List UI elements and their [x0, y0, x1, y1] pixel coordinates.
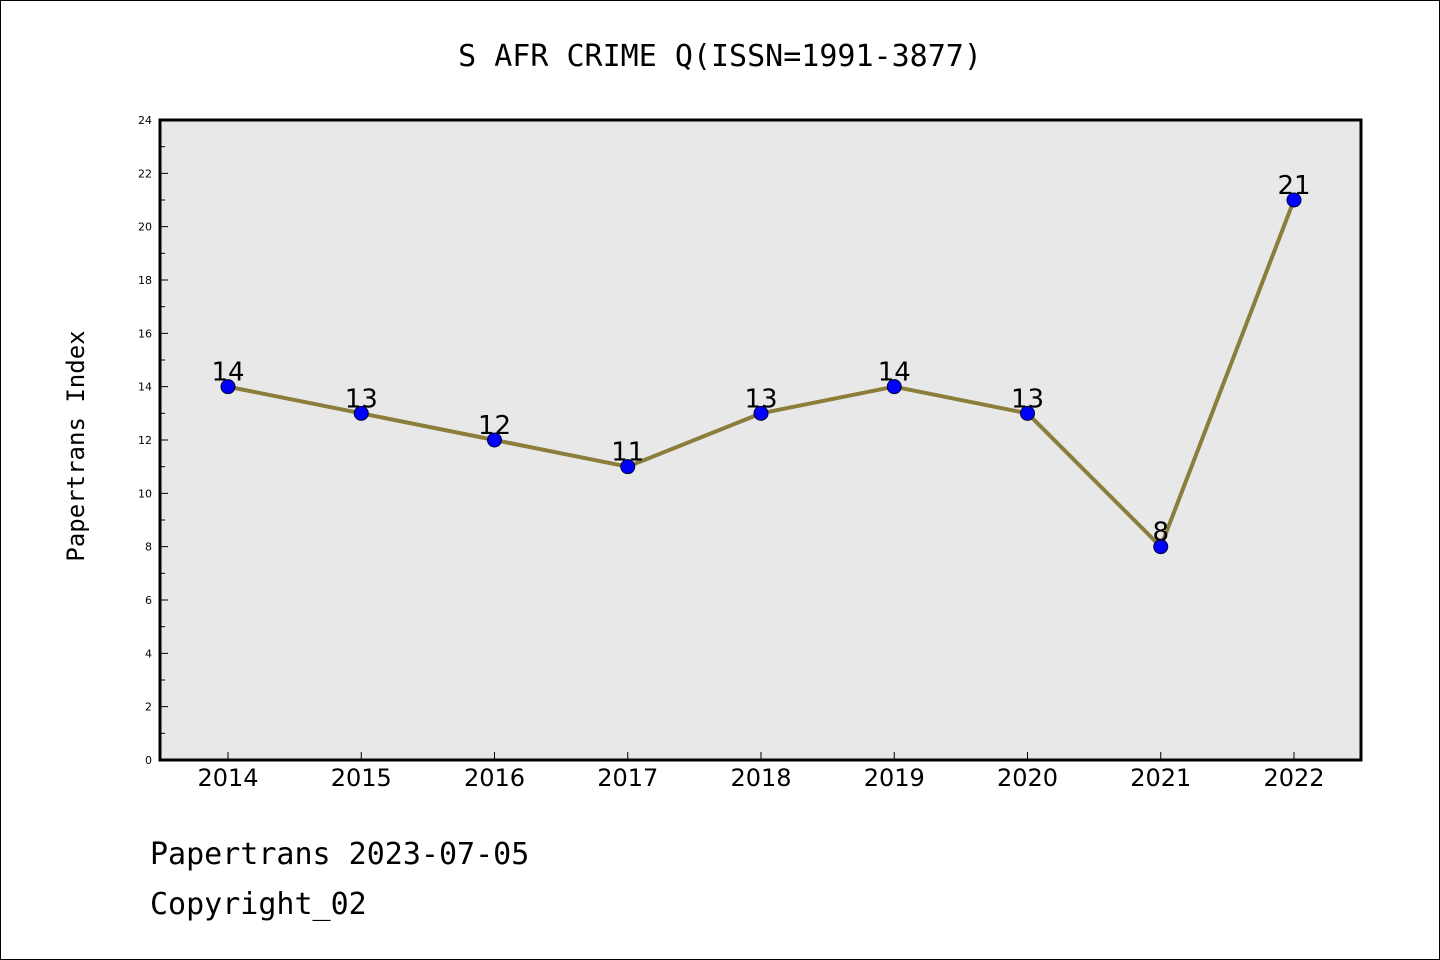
data-label: 12 [478, 411, 511, 441]
y-tick-label: 16 [138, 327, 152, 340]
y-tick-label: 8 [145, 541, 152, 554]
x-tick-label: 2019 [864, 764, 925, 792]
data-label: 21 [1277, 171, 1310, 201]
x-tick-label: 2016 [464, 764, 525, 792]
data-point [1286, 192, 1302, 208]
data-point [220, 379, 236, 395]
y-tick-label: 0 [145, 754, 152, 767]
plot-area [160, 120, 1361, 760]
data-point [886, 379, 902, 395]
x-tick-label: 2021 [1130, 764, 1191, 792]
x-tick-label: 2020 [997, 764, 1058, 792]
y-tick-label: 6 [145, 594, 152, 607]
data-point [487, 432, 502, 448]
y-tick-label: 2 [145, 701, 152, 714]
y-tick-label: 12 [138, 434, 152, 447]
y-tick-label: 24 [138, 114, 152, 127]
data-label: 11 [611, 438, 644, 468]
data-label: 13 [345, 384, 378, 414]
x-tick-label: 2015 [331, 764, 392, 792]
data-label: 14 [211, 358, 244, 388]
footer-copyright: Copyright_02 [150, 887, 367, 922]
y-axis-label: Papertrans Index [62, 330, 90, 561]
y-tick-label: 14 [138, 381, 152, 394]
plot-border [158, 118, 1363, 762]
data-point [353, 405, 369, 421]
y-tick-label: 18 [138, 274, 152, 287]
footer-date: Papertrans 2023-07-05 [150, 837, 529, 872]
chart-title: S AFR CRIME Q(ISSN=1991-3877) [458, 39, 982, 74]
data-point [1153, 539, 1169, 555]
x-tick-label: 2017 [597, 764, 658, 792]
data-label: 14 [878, 358, 911, 388]
x-tick-label: 2014 [197, 764, 258, 792]
x-tick-label: 2018 [730, 764, 791, 792]
data-point [1020, 405, 1035, 421]
data-label: 8 [1152, 518, 1169, 548]
data-point [753, 405, 769, 421]
x-tick-label: 2022 [1263, 764, 1324, 792]
y-tick-label: 20 [138, 221, 152, 234]
data-labels: 14 13 12 11 13 14 13 8 21 [211, 171, 1310, 548]
y-tick-label: 4 [145, 647, 152, 660]
data-label: 13 [1011, 384, 1044, 414]
data-points [220, 192, 1302, 555]
data-label: 13 [744, 384, 777, 414]
data-point [620, 459, 636, 475]
y-tick-label: 22 [138, 167, 152, 180]
x-axis: 2014 2015 2016 2017 2018 2019 2020 2021 2022 [197, 752, 1325, 792]
y-tick-label: 10 [138, 487, 152, 500]
